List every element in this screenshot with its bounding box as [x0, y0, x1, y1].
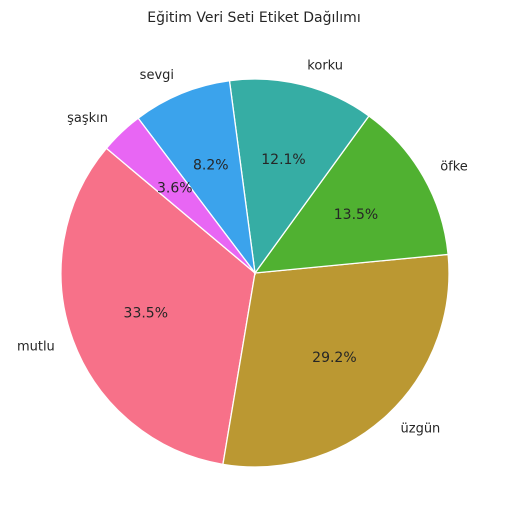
percentage-label-0: 33.5% [124, 305, 168, 321]
category-label-2: öfke [440, 160, 468, 175]
pie-slice-1 [222, 253, 450, 468]
category-label-0: mutlu [17, 339, 55, 354]
pie-slice-4 [137, 79, 256, 276]
pie-slice-0 [60, 147, 256, 466]
chart-title: Eğitim Veri Seti Etiket Dağılımı [147, 10, 360, 26]
percentage-label-5: 3.6% [157, 181, 193, 197]
category-label-4: sevgi [140, 68, 174, 83]
pie-slice-5 [105, 117, 256, 274]
percentage-label-4: 8.2% [193, 157, 229, 173]
pie-slice-3 [228, 78, 370, 275]
category-label-5: şaşkın [67, 111, 108, 126]
pie-slice-2 [253, 115, 449, 274]
percentage-label-3: 12.1% [261, 152, 305, 168]
category-label-1: üzgün [401, 422, 441, 437]
category-label-3: korku [307, 59, 343, 74]
category-labels: mutlu üzgün öfke korku sevgi şaşkın [17, 59, 468, 437]
pie-slices [60, 78, 450, 468]
percentage-label-1: 29.2% [312, 350, 356, 366]
percentage-label-2: 13.5% [334, 207, 378, 223]
percentage-labels: 33.5% 29.2% 13.5% 12.1% 8.2%3.6% [124, 152, 379, 366]
